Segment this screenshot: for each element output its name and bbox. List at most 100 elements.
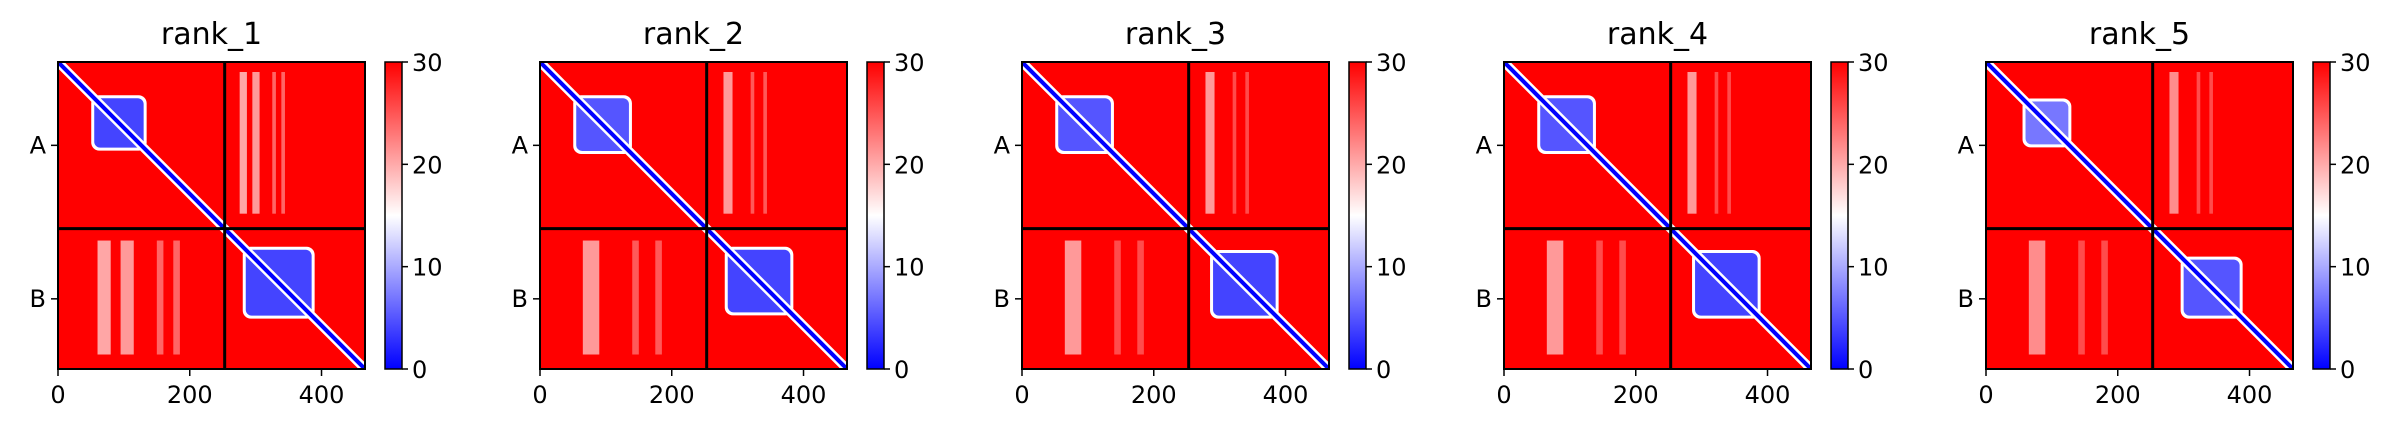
plot-frame [57,61,366,370]
interface-band-ba [1546,240,1564,355]
panel-rank_2: rank_2 0 200 400 A B 0 10 20 30 [512,17,925,409]
panel-rank_1: rank_1 0 200 400 A B 0 10 20 30 [30,17,443,409]
x-tick-label: 200 [1613,381,1659,409]
interface-band-ab [1714,72,1719,214]
colorbar-tick-label: 30 [1858,49,1889,77]
heatmap-plot [1504,62,1811,369]
colorbar-tick-label: 30 [894,49,925,77]
interface-band-ba [1619,240,1626,355]
colorbar [1830,61,1849,370]
colorbar-tick-label: 0 [2340,356,2355,384]
interface-band-ab [750,72,755,214]
interface-band-ba [2028,240,2046,355]
panel-title: rank_5 [2089,17,2190,52]
interface-band-ab [723,72,733,214]
x-tick-label: 0 [1014,381,1029,409]
interface-band-ba [120,240,134,355]
colorbar [1348,61,1367,370]
panel-title: rank_4 [1607,17,1708,52]
x-tick-label: 400 [781,381,827,409]
x-tick-label: 0 [50,381,65,409]
y-tick-label: A [994,131,1011,159]
interface-band-ba [2078,240,2085,355]
interface-band-ab [239,72,247,214]
x-tick-label: 400 [1745,381,1791,409]
colorbar-tick-label: 0 [1858,356,1873,384]
interface-band-ba [2101,240,2108,355]
heatmap-plot [540,62,847,369]
y-tick-label: B [994,285,1010,313]
y-tick-label: A [512,131,529,159]
interface-band-ab [272,72,276,214]
interface-band-ba [97,240,111,355]
interface-band-ba [1114,240,1121,355]
heatmap-plot [58,62,365,369]
colorbar-tick-label: 0 [1376,356,1391,384]
colorbar-tick-label: 10 [412,254,443,282]
interface-band-ab [2196,72,2201,214]
x-tick-label: 0 [1978,381,1993,409]
x-tick-label: 0 [1496,381,1511,409]
x-tick-label: 400 [2227,381,2273,409]
interface-band-ba [632,240,639,355]
y-tick-label: B [512,285,528,313]
plot-frame [1503,61,1812,370]
interface-band-ab [252,72,260,214]
interface-band-ab [2209,72,2213,214]
x-tick-label: 400 [1263,381,1309,409]
panel-title: rank_2 [643,17,744,52]
colorbar-tick-label: 30 [1376,49,1407,77]
x-tick-label: 200 [649,381,695,409]
panel-rank_3: rank_3 0 200 400 A B 0 10 20 30 [994,17,1407,409]
colorbar-tick-label: 20 [412,151,443,179]
diagonal [58,62,365,369]
plot-frame [1021,61,1330,370]
interface-band-ba [582,240,600,355]
plot-frame [1985,61,2294,370]
y-tick-label: A [1476,131,1493,159]
heatmap-plot [1986,62,2293,369]
interface-band-ba [1137,240,1144,355]
interface-band-ab [1205,72,1215,214]
x-tick-label: 200 [167,381,213,409]
y-tick-label: B [30,285,46,313]
y-tick-label: A [30,131,47,159]
colorbar-tick-label: 10 [1376,254,1407,282]
interface-band-ba [1596,240,1603,355]
diagonal [540,62,847,369]
interface-band-ba [1064,240,1082,355]
colorbar [384,61,403,370]
diagonal [1022,62,1329,369]
heatmap-plot [1022,62,1329,369]
interface-band-ba [655,240,662,355]
y-tick-label: B [1476,285,1492,313]
colorbar-tick-label: 0 [412,356,427,384]
interface-band-ba [173,240,180,355]
diagonal [1504,62,1811,369]
interface-band-ab [1245,72,1249,214]
interface-band-ab [2169,72,2179,214]
diagonal [1986,62,2293,369]
colorbar-tick-label: 0 [894,356,909,384]
colorbar-tick-label: 20 [1376,151,1407,179]
y-tick-label: B [1958,285,1974,313]
panel-rank_4: rank_4 0 200 400 A B 0 10 20 30 [1476,17,1889,409]
x-tick-label: 200 [2095,381,2141,409]
colorbar [2312,61,2331,370]
interface-band-ab [763,72,767,214]
interface-band-ab [1232,72,1237,214]
colorbar-tick-label: 20 [2340,151,2371,179]
x-tick-label: 0 [532,381,547,409]
interface-band-ba [156,240,164,355]
colorbar-tick-label: 20 [1858,151,1889,179]
interface-band-ab [1727,72,1731,214]
y-tick-label: A [1958,131,1975,159]
interface-band-ab [1687,72,1697,214]
colorbar-tick-label: 10 [2340,254,2371,282]
interface-band-ab [281,72,285,214]
colorbar-tick-label: 30 [412,49,443,77]
colorbar [866,61,885,370]
colorbar-tick-label: 10 [1858,254,1889,282]
